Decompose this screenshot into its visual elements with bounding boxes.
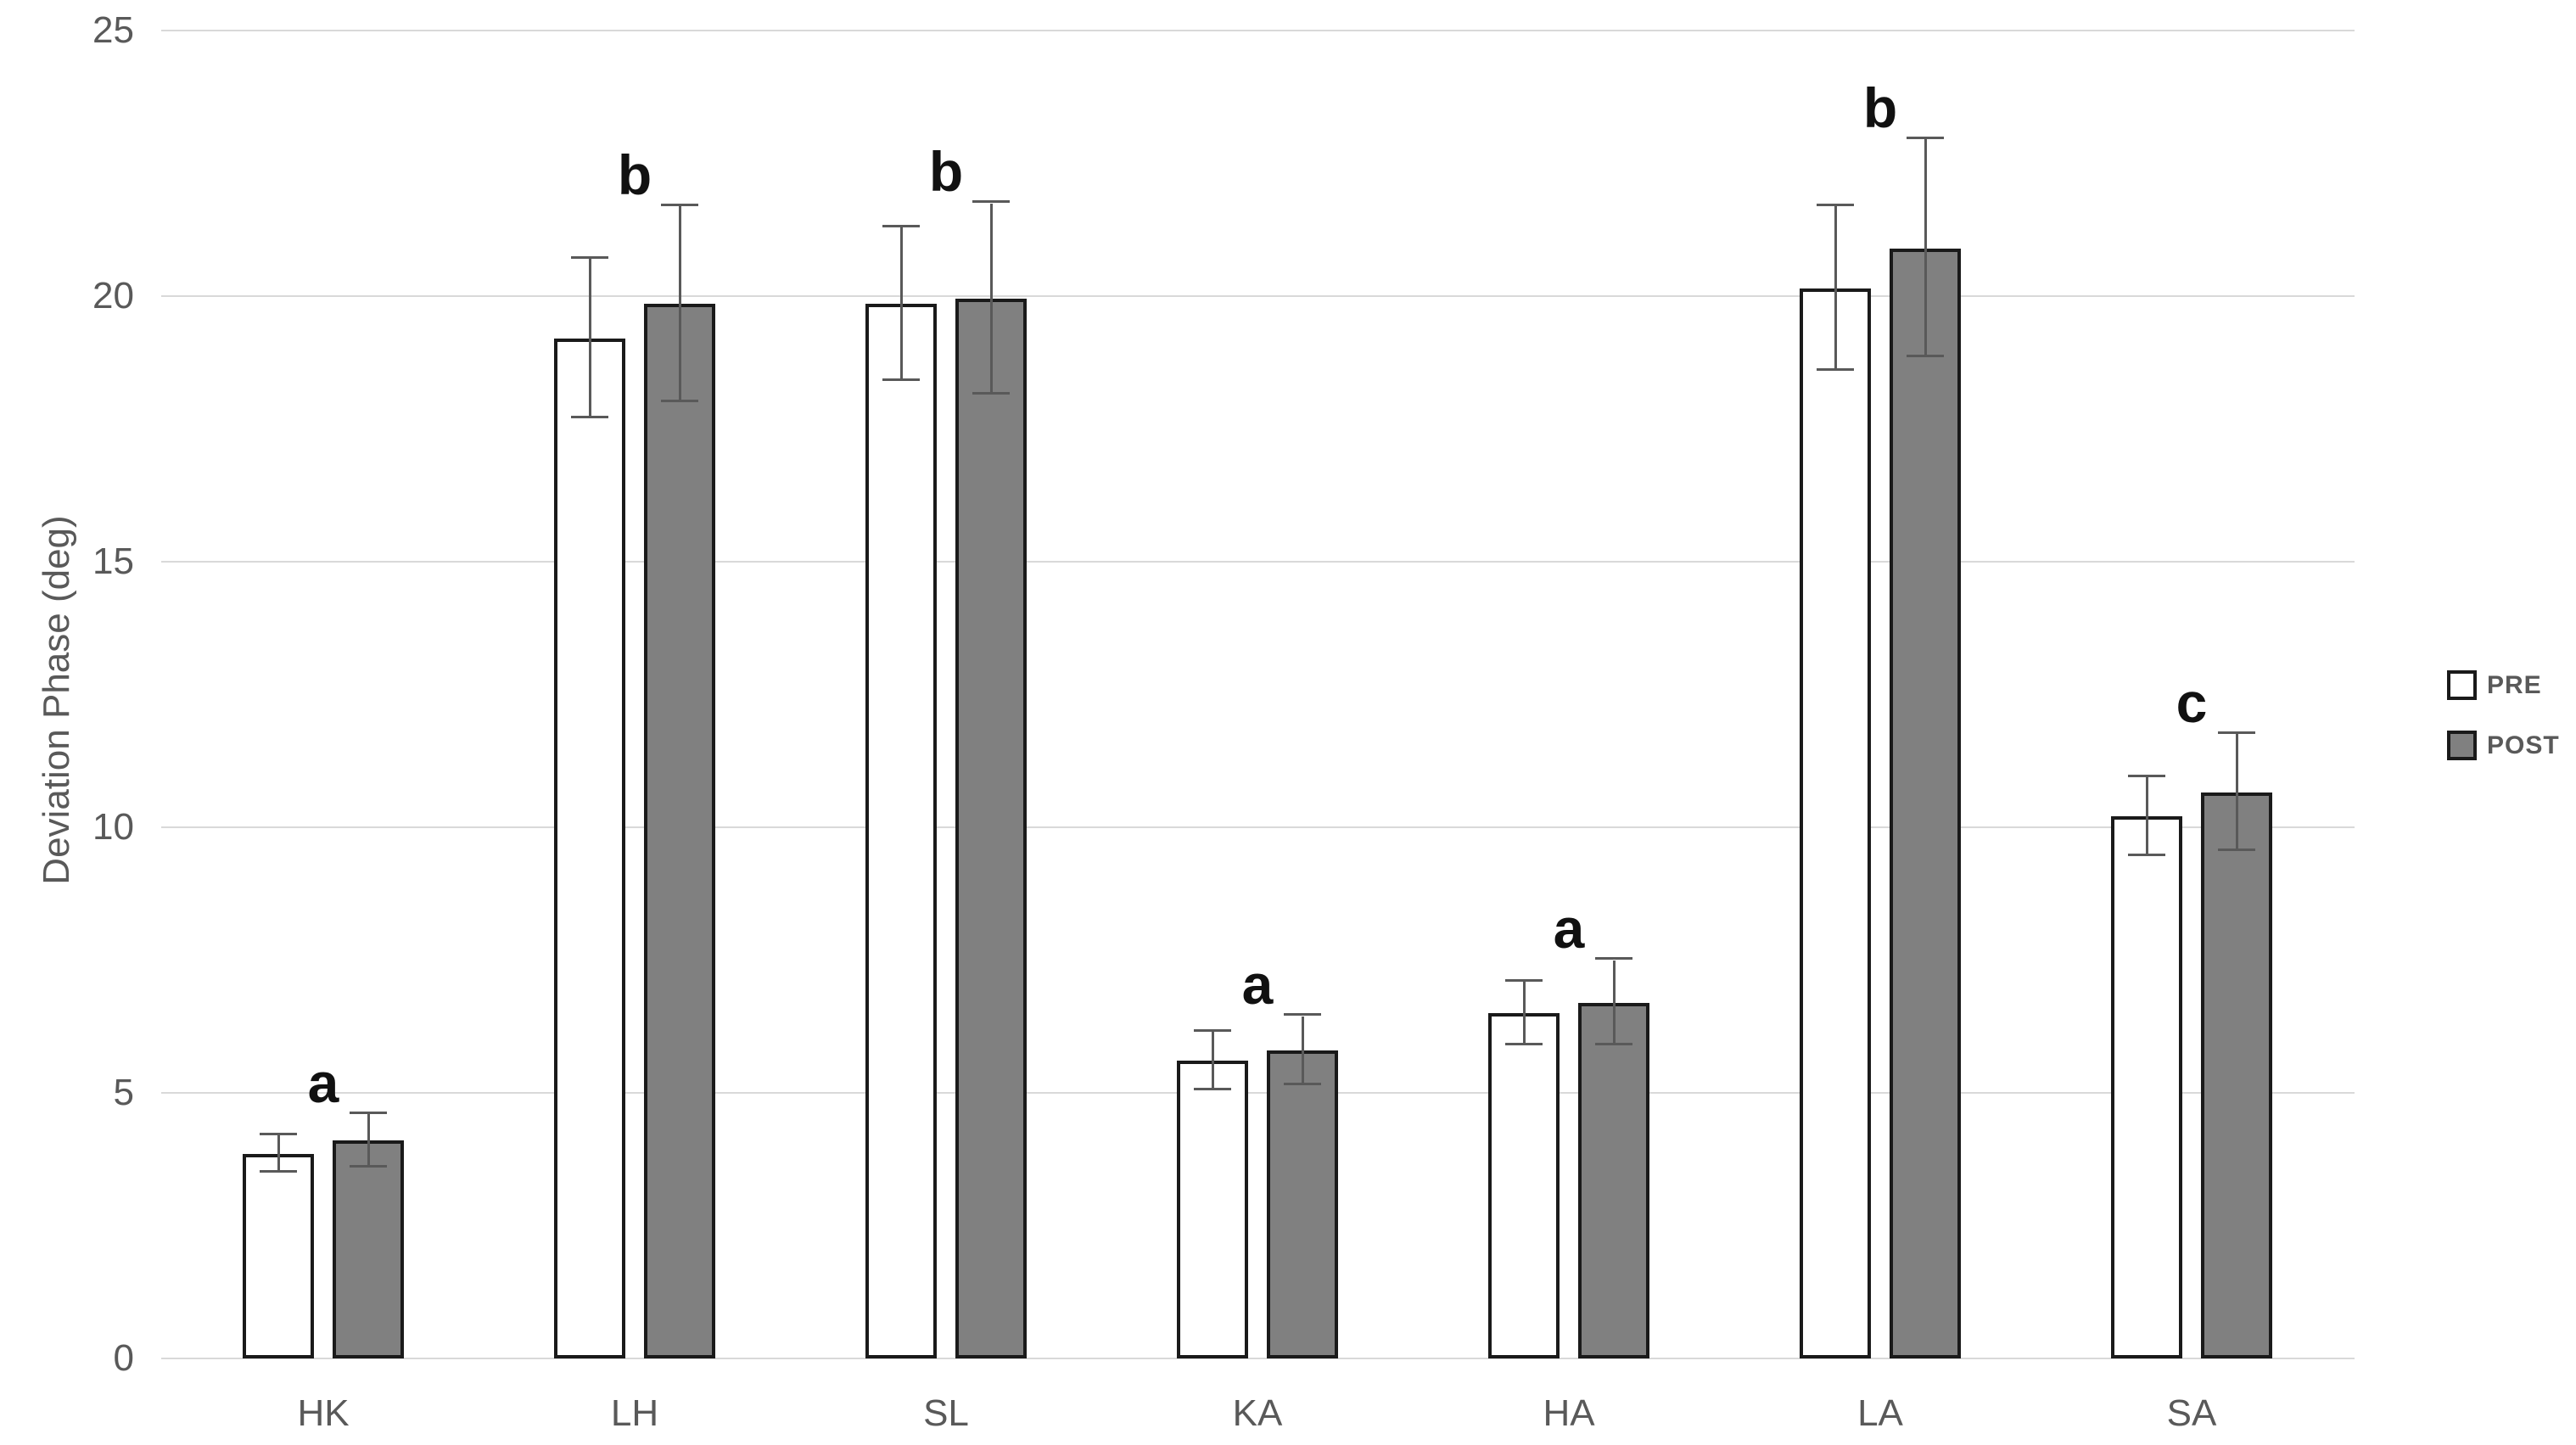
- gridline-25: [161, 30, 2355, 31]
- x-tick-label-ka: KA: [1232, 1392, 1283, 1434]
- pre-swatch-icon: [2447, 670, 2477, 700]
- plot-area: a b b a a b c: [161, 30, 2355, 1359]
- sl-pre-error-cap-top: [882, 225, 920, 227]
- lh-pre-error-bar: [588, 259, 591, 418]
- sl-post-error-bar: [989, 204, 993, 395]
- la-pre-bar: [1800, 288, 1871, 1358]
- ha-pre-error-cap-top: [1505, 979, 1543, 982]
- la-post-bar: [1890, 249, 1961, 1358]
- ha-pre-bar: [1488, 1013, 1560, 1358]
- lh-post-error-bar: [678, 205, 681, 402]
- lh-pre-error-cap-top: [571, 256, 608, 259]
- y-tick-label-15: 15: [92, 540, 134, 582]
- ha-significance-letter: a: [1553, 897, 1585, 960]
- sa-post-error-bar: [2235, 734, 2238, 851]
- hk-pre-bar: [243, 1154, 314, 1358]
- y-tick-label-25: 25: [92, 9, 134, 51]
- lh-significance-letter: b: [617, 143, 652, 206]
- sa-pre-error-cap-top: [2128, 775, 2165, 777]
- lh-post-error-cap-bottom: [661, 400, 698, 402]
- sa-pre-error-bar: [2145, 776, 2148, 856]
- gridline-5: [161, 1092, 2355, 1094]
- ha-post-error-cap-bottom: [1595, 1043, 1632, 1045]
- hk-post-error-cap-top: [350, 1112, 387, 1114]
- la-pre-error-cap-bottom: [1817, 368, 1854, 371]
- x-tick-label-ha: HA: [1543, 1392, 1595, 1434]
- hk-pre-error-cap-bottom: [260, 1170, 297, 1173]
- sa-significance-letter: c: [2176, 671, 2208, 734]
- lh-pre-error-cap-bottom: [571, 416, 608, 418]
- gridline-20: [161, 295, 2355, 297]
- ha-post-error-cap-top: [1595, 957, 1632, 960]
- legend-item-pre: PRE: [2447, 670, 2560, 700]
- sl-pre-bar: [865, 304, 937, 1358]
- hk-post-error-bar: [367, 1114, 370, 1168]
- ha-post-bar: [1578, 1003, 1649, 1358]
- sl-post-bar: [955, 299, 1027, 1358]
- hk-post-error-cap-bottom: [350, 1165, 387, 1168]
- x-tick-label-sa: SA: [2166, 1392, 2217, 1434]
- hk-post-bar: [333, 1140, 404, 1358]
- gridline-10: [161, 826, 2355, 828]
- y-tick-label-10: 10: [92, 806, 134, 848]
- sa-post-error-cap-top: [2218, 731, 2255, 734]
- sl-pre-error-cap-bottom: [882, 378, 920, 381]
- hk-pre-error-bar: [277, 1135, 280, 1173]
- ka-post-bar: [1267, 1050, 1338, 1358]
- ha-pre-error-bar: [1522, 982, 1526, 1045]
- ka-pre-error-bar: [1211, 1032, 1214, 1090]
- post-swatch-icon: [2447, 731, 2477, 760]
- sl-post-error-cap-top: [972, 200, 1010, 203]
- x-tick-label-hk: HK: [297, 1392, 350, 1434]
- gridline-15: [161, 561, 2355, 563]
- ha-pre-error-cap-bottom: [1505, 1043, 1543, 1045]
- sl-pre-error-bar: [899, 227, 903, 381]
- lh-post-error-cap-top: [661, 204, 698, 206]
- x-tick-label-sl: SL: [923, 1392, 969, 1434]
- legend-label-post: POST: [2487, 731, 2560, 759]
- sl-post-error-cap-bottom: [972, 392, 1010, 395]
- x-tick-label-la: LA: [1857, 1392, 1903, 1434]
- la-pre-error-cap-top: [1817, 204, 1854, 206]
- legend-label-pre: PRE: [2487, 670, 2542, 699]
- la-pre-error-bar: [1834, 206, 1837, 371]
- legend-item-post: POST: [2447, 731, 2560, 760]
- x-tick-label-lh: LH: [610, 1392, 659, 1434]
- lh-pre-bar: [554, 339, 625, 1358]
- ka-pre-error-cap-bottom: [1194, 1088, 1231, 1090]
- la-post-error-cap-bottom: [1907, 355, 1944, 357]
- sa-post-bar: [2201, 793, 2272, 1358]
- ka-post-error-cap-bottom: [1284, 1083, 1321, 1085]
- sa-pre-error-cap-bottom: [2128, 854, 2165, 856]
- hk-significance-letter: a: [307, 1051, 339, 1114]
- sa-pre-bar: [2111, 816, 2182, 1358]
- la-post-error-bar: [1924, 139, 1927, 357]
- y-tick-label-5: 5: [113, 1072, 134, 1113]
- y-tick-label-0: 0: [113, 1337, 134, 1379]
- gridline-0: [161, 1358, 2355, 1359]
- lh-post-bar: [644, 304, 715, 1358]
- ha-post-error-bar: [1612, 961, 1616, 1045]
- sa-post-error-cap-bottom: [2218, 849, 2255, 851]
- ka-significance-letter: a: [1241, 953, 1274, 1016]
- ka-post-error-bar: [1301, 1017, 1304, 1085]
- sl-significance-letter: b: [928, 140, 964, 203]
- hk-pre-error-cap-top: [260, 1133, 297, 1135]
- y-tick-label-20: 20: [92, 275, 134, 316]
- ka-post-error-cap-top: [1284, 1013, 1321, 1016]
- ka-pre-error-cap-top: [1194, 1029, 1231, 1032]
- la-post-error-cap-top: [1907, 137, 1944, 139]
- la-significance-letter: b: [1862, 76, 1898, 139]
- legend: PRE POST: [2447, 670, 2560, 791]
- ka-pre-bar: [1177, 1061, 1248, 1358]
